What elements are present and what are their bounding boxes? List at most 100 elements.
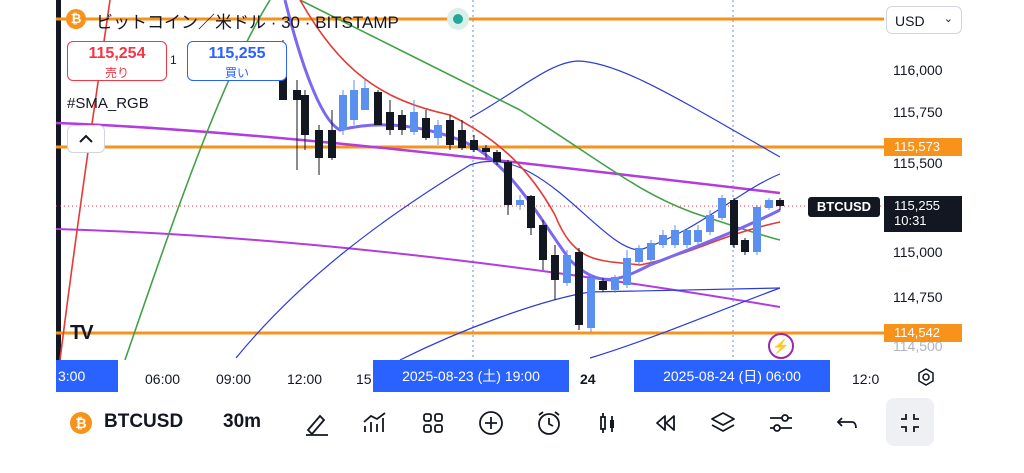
buy-label: 買い (224, 66, 249, 80)
time-tick-highlight: 3:00 (56, 360, 118, 392)
candle-body (386, 112, 394, 130)
candle-body (446, 120, 454, 145)
long-ma-upper (55, 121, 781, 195)
candle-body (741, 240, 749, 252)
buy-button[interactable]: 115,255 買い (187, 41, 287, 81)
currency-select[interactable]: USD ⌄ (886, 6, 962, 34)
price-tick: 115,000 (893, 244, 943, 260)
bollinger-bottom-curve (589, 287, 781, 359)
chevron-down-icon: ⌄ (943, 13, 953, 25)
price-tick: 115,750 (893, 104, 943, 120)
candle-body (683, 230, 691, 245)
sell-button[interactable]: 115,254 売り (67, 41, 167, 81)
candle-body (623, 258, 631, 285)
current-price: 115,255 (894, 198, 941, 213)
chevron-up-icon (79, 134, 93, 143)
candle-body (671, 230, 679, 245)
candle-body (493, 152, 501, 162)
candle-body (551, 255, 559, 280)
candlestick-series (279, 40, 784, 332)
candle-body (635, 248, 643, 262)
level-price-tag[interactable]: 115,573 (884, 138, 962, 156)
interval-button[interactable]: 30m (223, 411, 262, 432)
symbol-button[interactable]: BTCUSD (104, 411, 184, 432)
candle-body (458, 130, 466, 148)
candle-body (765, 200, 773, 208)
ma-green-2 (299, 0, 781, 241)
bitcoin-icon: ₿ (70, 412, 92, 434)
candle-body (539, 225, 547, 260)
layers-icon[interactable] (708, 408, 738, 438)
price-tick: 116,000 (893, 62, 943, 78)
time-tick-day: 24 (580, 371, 596, 387)
candle-body (434, 125, 442, 138)
symbol-price-label: BTCUSD (808, 197, 880, 217)
ma-fast (283, 0, 781, 281)
candle-body (706, 215, 714, 232)
lightning-icon[interactable]: ⚡ (768, 333, 794, 359)
time-tick: 15 (356, 371, 372, 387)
replay-icon[interactable] (650, 408, 680, 438)
indicator-label[interactable]: #SMA_RGB (67, 95, 149, 112)
long-ma-lower (55, 228, 781, 308)
market-status-icon[interactable] (447, 8, 469, 30)
collapse-icon[interactable] (895, 408, 925, 438)
time-tick: 12:00 (287, 371, 323, 387)
candle-body (659, 235, 667, 245)
price-tick: 115,500 (893, 155, 943, 171)
time-tick: 06:00 (145, 371, 181, 387)
candle-body (422, 118, 430, 138)
bottom-toolbar: ₿ BTCUSD 30m (56, 396, 968, 448)
collapse-legend-button[interactable] (67, 125, 105, 153)
time-tick: 12:0 (852, 371, 880, 387)
level-price-tag[interactable]: 114,542 (884, 324, 962, 342)
candle-body (398, 115, 406, 130)
hexagon-settings-icon[interactable] (916, 367, 936, 387)
candle-body (339, 95, 347, 130)
candle-body (587, 278, 595, 328)
candle-body (694, 230, 702, 242)
sell-label: 売り (104, 66, 129, 80)
price-axis-bg (884, 0, 968, 360)
tradingview-logo: TV (70, 322, 94, 344)
spread-value: 1 (170, 53, 177, 67)
templates-icon[interactable] (418, 408, 448, 438)
draw-icon[interactable] (302, 408, 332, 438)
bollinger-lower-left (235, 160, 781, 359)
candle-body (301, 95, 309, 135)
currency-value: USD (895, 13, 925, 29)
candle-body (470, 140, 478, 150)
ma-green (124, 0, 271, 361)
candle-body (563, 255, 571, 283)
candle-body (647, 243, 655, 260)
candle-body (361, 88, 369, 110)
price-tick: 114,500 (893, 338, 943, 354)
candle-body (482, 148, 490, 152)
settings-sliders-icon[interactable] (766, 408, 796, 438)
bar-countdown: 10:31 (894, 213, 927, 228)
candle-body (328, 130, 336, 158)
bitcoin-icon: ₿ (66, 9, 86, 29)
candle-body (410, 112, 418, 132)
alert-icon[interactable] (534, 408, 564, 438)
current-price-tag: 115,255 10:31 (884, 196, 962, 232)
candle-body (575, 252, 583, 325)
time-tick: 09:00 (216, 371, 252, 387)
add-icon[interactable] (476, 408, 506, 438)
candle-body (730, 200, 738, 245)
candle-body (753, 207, 761, 252)
sell-price: 115,254 (88, 45, 146, 62)
candle-body (293, 90, 301, 100)
bollinger-upper (469, 60, 781, 158)
candle-body (776, 200, 784, 206)
candle-body (718, 198, 726, 218)
candle-body (350, 90, 358, 120)
price-tick: 114,750 (893, 289, 943, 305)
symbol-title[interactable]: ビットコイン／米ドル · 30 · BITSTAMP (96, 13, 399, 32)
candles-icon[interactable] (592, 408, 622, 438)
undo-icon[interactable] (832, 408, 862, 438)
left-edge-strip (56, 0, 61, 360)
indicators-icon[interactable] (360, 408, 390, 438)
candle-body (599, 281, 607, 290)
candle-body (374, 92, 382, 125)
